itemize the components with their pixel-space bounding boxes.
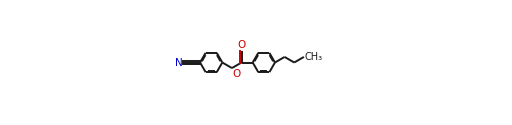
Text: CH₃: CH₃ <box>305 52 323 62</box>
Text: O: O <box>232 68 241 78</box>
Text: O: O <box>238 40 246 50</box>
Text: N: N <box>175 58 183 68</box>
